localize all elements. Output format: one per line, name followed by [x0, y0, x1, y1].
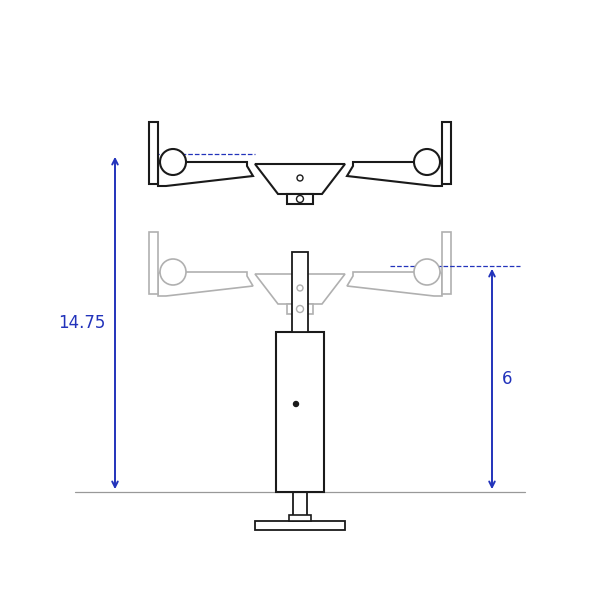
Circle shape [297, 285, 303, 291]
Bar [255, 521, 345, 530]
Polygon shape [347, 266, 442, 296]
Polygon shape [158, 156, 253, 186]
Circle shape [414, 259, 440, 285]
Polygon shape [255, 274, 345, 304]
Bar [292, 252, 308, 332]
Circle shape [160, 149, 186, 175]
Polygon shape [255, 164, 345, 194]
Bar [276, 332, 324, 492]
Text: 6: 6 [502, 370, 512, 388]
Circle shape [160, 259, 186, 285]
Bar [287, 304, 313, 314]
Polygon shape [158, 266, 253, 296]
Bar [287, 194, 313, 204]
Polygon shape [347, 156, 442, 186]
Bar [442, 232, 451, 294]
Circle shape [293, 401, 299, 407]
Circle shape [297, 175, 303, 181]
Circle shape [296, 305, 304, 313]
Bar [149, 232, 158, 294]
Bar [149, 122, 158, 184]
Circle shape [414, 149, 440, 175]
Text: 14.75: 14.75 [58, 314, 105, 332]
Circle shape [296, 196, 304, 202]
Bar [442, 122, 451, 184]
Bar [289, 515, 311, 521]
